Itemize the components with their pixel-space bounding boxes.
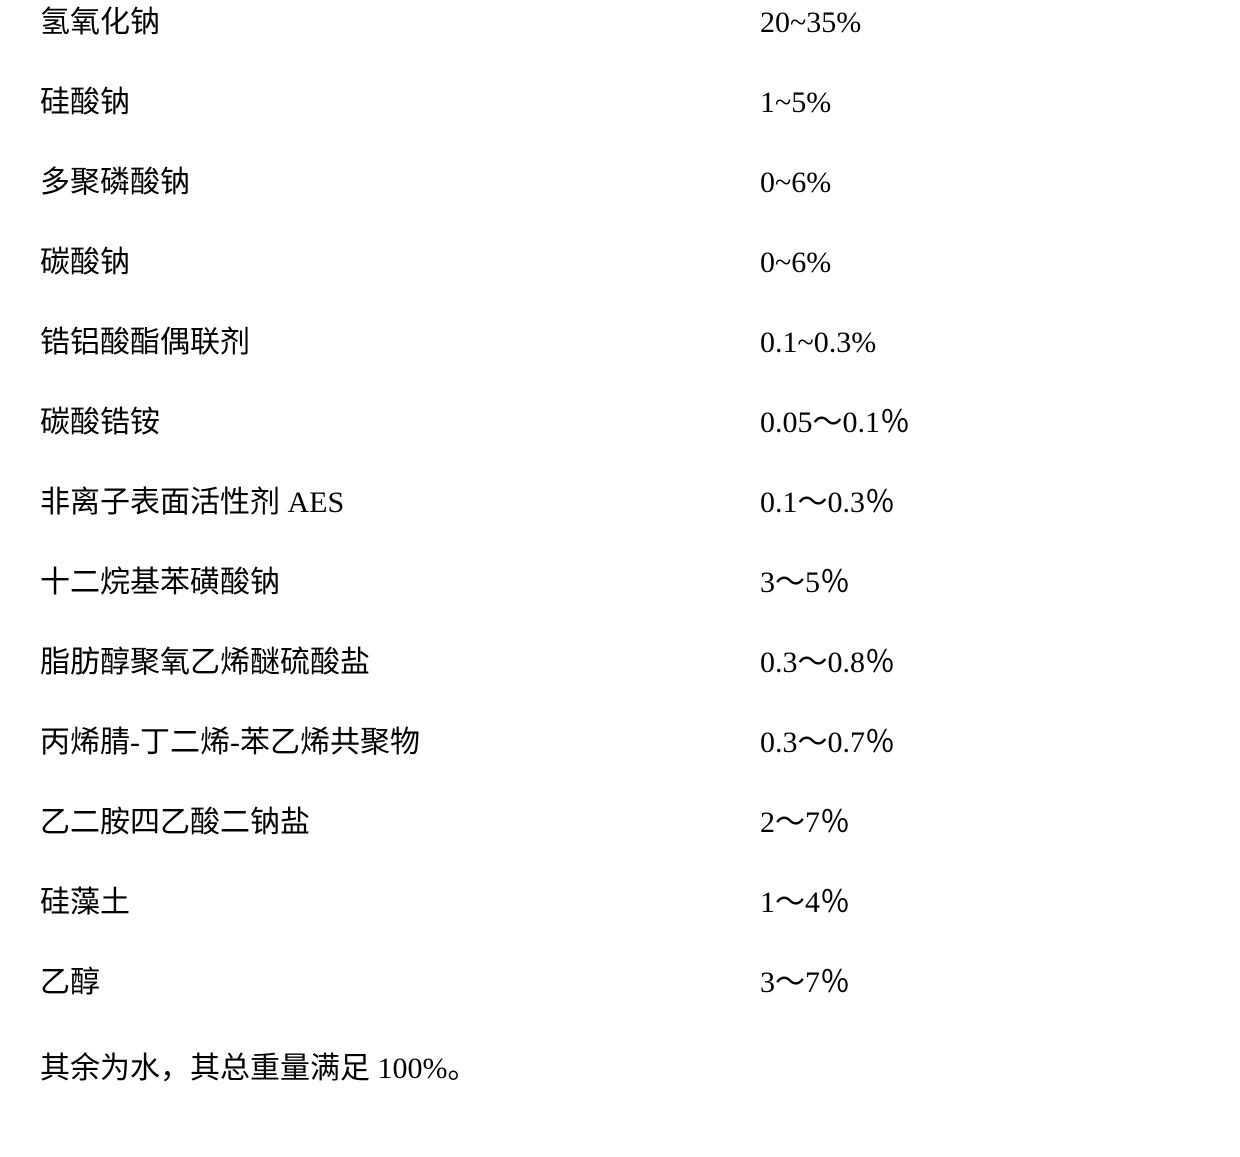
composition-row: 丙烯腈-丁二烯-苯乙烯共聚物 0.3～0.7％ [40, 728, 1200, 808]
component-label: 碳酸钠 [40, 248, 760, 278]
component-value: 3～7％ [760, 968, 850, 998]
component-value: 0.05～0.1％ [760, 408, 910, 438]
composition-row: 氢氧化钠 20~35% [40, 8, 1200, 88]
footer-note: 其余为水，其总重量满足 100%。 [40, 1048, 1200, 1084]
component-label: 碳酸锆铵 [40, 408, 760, 438]
component-value: 0.1~0.3% [760, 328, 876, 358]
composition-row: 硅藻土 1～4％ [40, 888, 1200, 968]
composition-row: 非离子表面活性剂 AES 0.1～0.3％ [40, 488, 1200, 568]
composition-row: 十二烷基苯磺酸钠 3～5％ [40, 568, 1200, 648]
component-value: 20~35% [760, 8, 861, 38]
composition-row: 碳酸锆铵 0.05～0.1％ [40, 408, 1200, 488]
component-label: 十二烷基苯磺酸钠 [40, 568, 760, 598]
component-label: 脂肪醇聚氧乙烯醚硫酸盐 [40, 648, 760, 678]
component-label: 硅藻土 [40, 888, 760, 918]
composition-row: 脂肪醇聚氧乙烯醚硫酸盐 0.3～0.8％ [40, 648, 1200, 728]
composition-row: 乙二胺四乙酸二钠盐 2～7％ [40, 808, 1200, 888]
component-label: 硅酸钠 [40, 88, 760, 118]
component-label: 丙烯腈-丁二烯-苯乙烯共聚物 [40, 728, 760, 758]
component-label: 非离子表面活性剂 AES [40, 488, 760, 518]
component-value: 1～4％ [760, 888, 850, 918]
composition-row: 锆铝酸酯偶联剂 0.1~0.3% [40, 328, 1200, 408]
component-value: 0~6% [760, 248, 831, 278]
composition-row: 多聚磷酸钠 0~6% [40, 168, 1200, 248]
component-value: 0.3～0.7％ [760, 728, 895, 758]
component-value: 0.1～0.3％ [760, 488, 895, 518]
document-page: 氢氧化钠 20~35% 硅酸钠 1~5% 多聚磷酸钠 0~6% 碳酸钠 0~6%… [0, 0, 1240, 1157]
component-value: 0~6% [760, 168, 831, 198]
component-value: 1~5% [760, 88, 831, 118]
component-label: 氢氧化钠 [40, 8, 760, 38]
component-value: 0.3～0.8％ [760, 648, 895, 678]
composition-row: 乙醇 3～7％ [40, 968, 1200, 1048]
component-label: 锆铝酸酯偶联剂 [40, 328, 760, 358]
component-label: 乙二胺四乙酸二钠盐 [40, 808, 760, 838]
composition-row: 碳酸钠 0~6% [40, 248, 1200, 328]
component-label: 乙醇 [40, 968, 760, 998]
component-value: 2～7％ [760, 808, 850, 838]
composition-row: 硅酸钠 1~5% [40, 88, 1200, 168]
component-value: 3～5％ [760, 568, 850, 598]
component-label: 多聚磷酸钠 [40, 168, 760, 198]
